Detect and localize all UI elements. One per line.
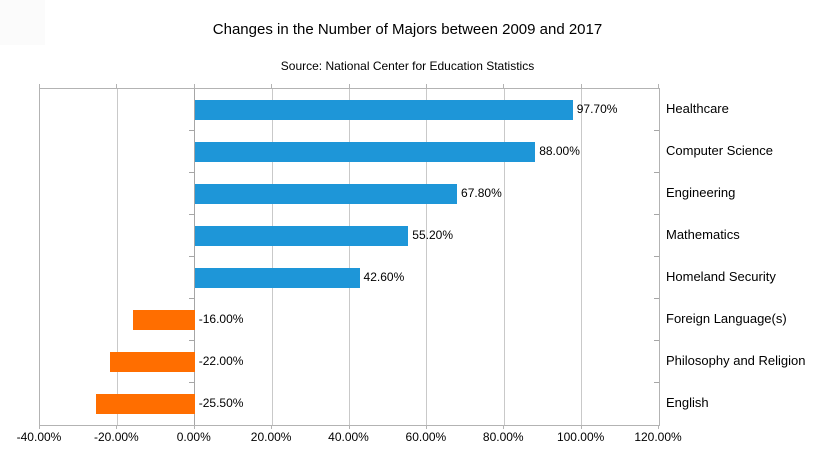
axis-tick-mark [658,84,659,88]
x-axis-tick-label: 100.00% [556,430,605,444]
gridline [581,89,583,425]
bar-philosophy-and-religion [109,352,195,372]
x-axis-tick-label: -20.00% [94,430,139,444]
category-tick-mark [188,340,194,341]
axis-tick-mark [425,425,427,429]
category-label: Homeland Security [666,269,776,284]
category-tick-mark [188,298,194,299]
gridline [349,89,350,425]
axis-tick-mark [348,425,350,429]
category-tick-mark [654,172,659,173]
axis-tick-mark [116,84,118,88]
bar-engineering [194,184,458,204]
bar-value-label: -16.00% [198,312,244,326]
bar-value-label: 42.60% [363,270,405,284]
axis-tick-mark [580,84,582,88]
x-axis-tick-label: 20.00% [250,430,292,444]
x-axis-tick-label: 120.00% [634,430,682,444]
category-tick-mark [188,172,194,173]
bar-value-label: 97.70% [576,102,618,116]
bar-value-label: -25.50% [198,396,244,410]
x-axis-tick-label: 0.00% [176,430,211,444]
axis-tick-mark [503,425,505,429]
bar-value-label: 67.80% [461,186,502,200]
category-tick-mark [654,382,659,383]
corner-artifact [0,0,45,45]
axis-tick-mark [116,425,118,429]
category-tick-mark [654,256,659,257]
x-axis-tick-label: 60.00% [405,430,447,444]
bar-healthcare [194,100,573,120]
zero-axis-line [194,89,196,425]
category-label: Healthcare [666,101,729,116]
category-tick-mark [654,340,659,341]
category-label: Computer Science [666,143,773,158]
chart-subtitle: Source: National Center for Education St… [280,59,535,73]
category-tick-mark [188,214,194,215]
axis-tick-mark [580,425,582,429]
x-axis-tick-label: -40.00% [16,430,62,444]
bar-foreign-language-s- [132,310,195,330]
category-tick-mark [654,130,659,131]
axis-tick-mark [425,84,427,88]
category-tick-mark [654,298,659,299]
gridline [116,89,118,425]
x-axis-tick-label: 80.00% [482,430,524,444]
bar-computer-science [194,142,536,162]
category-label: Mathematics [666,227,740,242]
bar-homeland-security [194,268,360,288]
x-axis-tick-label: 40.00% [328,430,369,444]
category-label: English [666,395,709,410]
bar-mathematics [194,226,409,246]
axis-tick-mark [193,84,195,88]
bar-value-label: 55.20% [412,228,453,242]
category-tick-mark [188,382,194,383]
axis-tick-mark [39,425,40,429]
axis-tick-mark [503,84,505,88]
axis-tick-mark [271,425,273,429]
bar-value-label: -22.00% [198,354,244,368]
category-label: Engineering [666,185,736,200]
category-label: Foreign Language(s) [666,311,787,326]
bar-value-label: 88.00% [539,144,580,158]
gridline [503,89,505,425]
gridline [271,89,273,425]
category-tick-mark [188,256,194,257]
chart-title: Changes in the Number of Majors between … [212,21,603,38]
axis-tick-mark [39,84,40,88]
category-tick-mark [654,214,659,215]
bar-english [96,394,195,414]
category-tick-mark [188,130,194,131]
plot-area [39,88,660,426]
axis-tick-mark [193,425,195,429]
axis-tick-mark [271,84,273,88]
gridline [426,89,428,425]
axis-tick-mark [658,425,659,429]
category-label: Philosophy and Religion [666,353,806,368]
axis-tick-mark [348,84,350,88]
